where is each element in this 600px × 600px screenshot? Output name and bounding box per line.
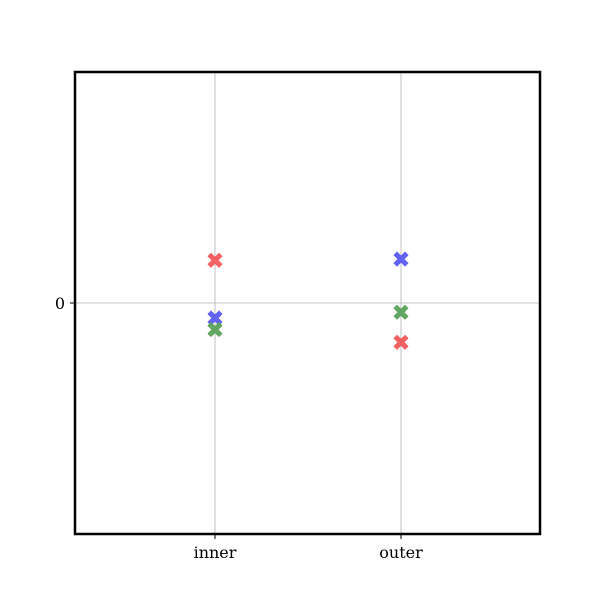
marker-green-inner: [207, 321, 223, 338]
markers: [207, 251, 409, 350]
grid: [70, 72, 540, 539]
tick-labels: inner outer 0: [55, 294, 423, 562]
x-tick-label-inner: inner: [194, 543, 237, 562]
plot-frame: [73, 70, 542, 536]
marker-red-inner: [207, 252, 223, 268]
marker-green-outer: [393, 304, 409, 320]
marker-blue-outer: [393, 251, 409, 267]
y-tick-label-0: 0: [55, 294, 65, 313]
marker-blue-inner: [207, 310, 223, 326]
x-tick-label-outer: outer: [379, 543, 423, 562]
marker-red-outer: [393, 334, 409, 350]
